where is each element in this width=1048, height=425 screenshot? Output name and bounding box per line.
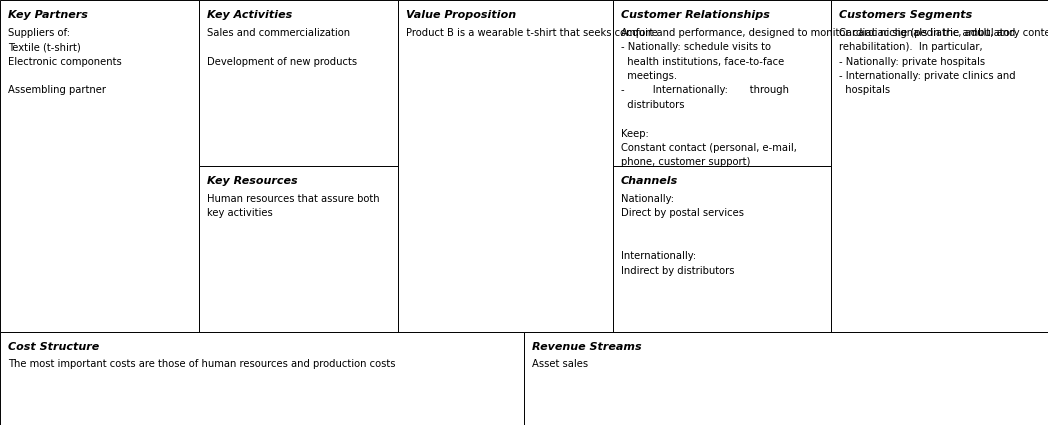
Text: Key Activities: Key Activities (208, 10, 292, 20)
Bar (613, 166, 831, 332)
Bar (0, 0, 199, 332)
Text: Asset sales: Asset sales (532, 359, 588, 369)
Text: Sales and commercialization

Development of new products: Sales and commercialization Development … (208, 28, 357, 67)
Text: Cardiac niche (pediatric, adult, and
rehabilitation).  In particular,
- National: Cardiac niche (pediatric, adult, and reh… (839, 28, 1016, 95)
Text: Customers Segments: Customers Segments (839, 10, 973, 20)
Bar (831, 0, 1048, 332)
Bar (0, 332, 524, 425)
Text: Cost Structure: Cost Structure (8, 342, 100, 351)
Text: Key Partners: Key Partners (8, 10, 88, 20)
Bar (199, 0, 398, 166)
Text: Channels: Channels (621, 176, 678, 186)
Bar (398, 0, 613, 332)
Bar (524, 332, 1048, 425)
Text: Key Resources: Key Resources (208, 176, 298, 186)
Text: Value Proposition: Value Proposition (407, 10, 517, 20)
Text: Acquire
- Nationally: schedule visits to
  health institutions, face-to-face
  m: Acquire - Nationally: schedule visits to… (621, 28, 796, 167)
Text: Customer Relationships: Customer Relationships (621, 10, 770, 20)
Text: Revenue Streams: Revenue Streams (532, 342, 641, 351)
Text: Human resources that assure both
key activities: Human resources that assure both key act… (208, 193, 379, 218)
Bar (613, 0, 831, 166)
Bar (199, 166, 398, 332)
Text: Product B is a wearable t-shirt that seeks comfort and performance, designed to : Product B is a wearable t-shirt that see… (407, 28, 1048, 38)
Text: Nationally:
Direct by postal services


Internationally:
Indirect by distributor: Nationally: Direct by postal services In… (621, 193, 744, 275)
Text: The most important costs are those of human resources and production costs: The most important costs are those of hu… (8, 359, 395, 369)
Text: Suppliers of:
Textile (t-shirt)
Electronic components

Assembling partner: Suppliers of: Textile (t-shirt) Electron… (8, 28, 122, 95)
